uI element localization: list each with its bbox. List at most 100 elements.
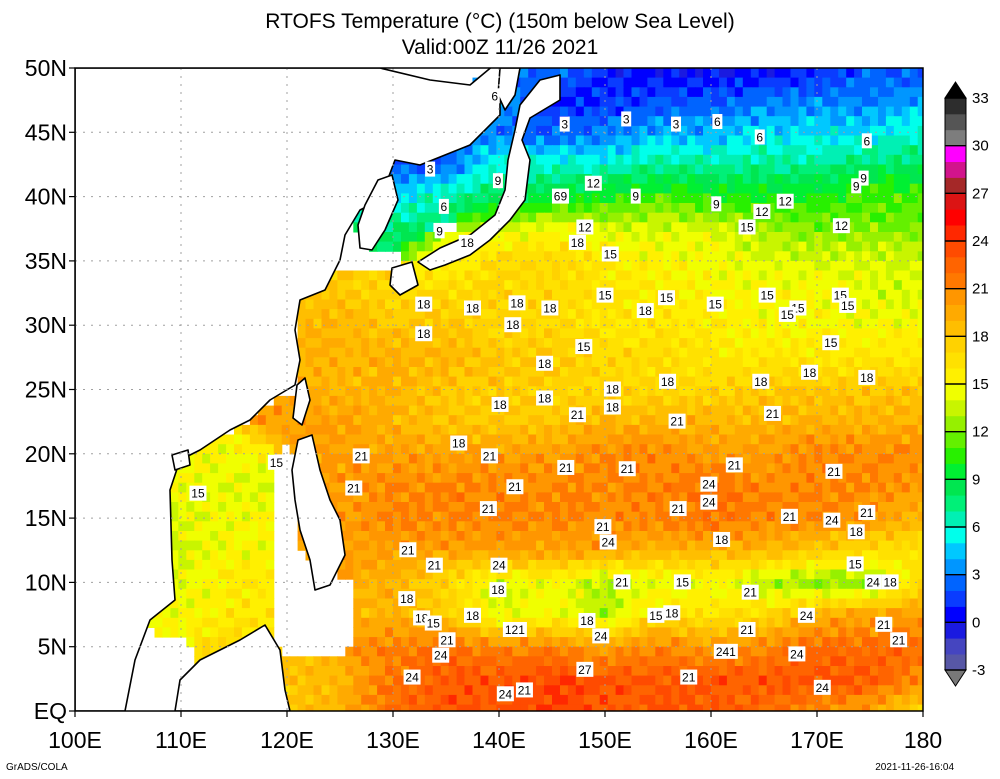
field-cell [170, 492, 179, 503]
field-cell [790, 183, 800, 194]
field-cell [321, 444, 330, 455]
field-cell [901, 434, 911, 445]
field-cell [567, 511, 577, 522]
field-cell [774, 482, 784, 493]
field-cell [552, 260, 561, 272]
field-cell [575, 77, 585, 88]
field-cell [830, 569, 839, 580]
field-cell [401, 656, 410, 667]
field-cell [663, 444, 672, 455]
field-cell [774, 367, 784, 378]
field-cell [512, 608, 521, 619]
field-cell [854, 145, 863, 156]
field-cell [639, 77, 649, 88]
field-cell [814, 87, 823, 98]
field-cell [679, 540, 688, 551]
field-cell [695, 511, 704, 522]
field-cell [671, 241, 680, 252]
field-cell [806, 521, 815, 532]
field-cell [393, 617, 402, 628]
field-cell [719, 270, 728, 281]
field-cell [560, 646, 569, 657]
field-cell [456, 424, 466, 436]
field-cell [806, 579, 815, 590]
field-cell [615, 96, 625, 108]
field-cell [766, 656, 776, 667]
field-cell [909, 328, 919, 339]
field-cell [544, 502, 553, 513]
field-cell [361, 376, 370, 387]
field-cell [544, 174, 553, 185]
field-cell [329, 482, 338, 493]
field-cell [329, 386, 338, 397]
field-cell [647, 656, 656, 667]
field-cell [766, 598, 776, 609]
field-cell [830, 395, 839, 407]
field-cell [337, 511, 346, 522]
field-cell [520, 453, 529, 464]
field-cell [552, 395, 561, 407]
field-cell [870, 617, 879, 628]
field-cell [432, 309, 442, 320]
field-cell [536, 116, 545, 127]
field-cell [226, 608, 235, 619]
field-cell [544, 116, 553, 127]
field-cell [281, 415, 291, 426]
field-cell [472, 482, 482, 493]
field-cell [424, 579, 434, 590]
field-cell [329, 318, 338, 329]
field-cell [790, 434, 800, 445]
field-cell [361, 579, 370, 590]
field-cell [782, 444, 792, 455]
field-cell [655, 116, 664, 127]
field-cell [639, 347, 649, 358]
field-cell [496, 540, 505, 551]
field-cell [878, 174, 887, 185]
field-cell [671, 68, 680, 79]
field-cell [671, 318, 680, 329]
field-cell [567, 222, 577, 233]
field-cell [782, 251, 792, 262]
field-cell [758, 424, 768, 436]
field-cell [448, 569, 458, 580]
field-cell [870, 193, 879, 204]
field-cell [862, 540, 871, 551]
field-cell [830, 376, 839, 387]
field-cell [663, 579, 672, 590]
field-cell [297, 309, 307, 320]
field-cell [742, 453, 752, 464]
field-cell [480, 318, 489, 329]
field-cell [552, 598, 561, 609]
field-cell [878, 656, 887, 667]
field-cell [838, 193, 847, 204]
field-cell [488, 203, 497, 214]
field-cell [846, 164, 855, 175]
field-cell [488, 550, 497, 561]
field-cell [885, 164, 895, 175]
field-cell [893, 106, 903, 117]
field-cell [599, 174, 609, 185]
field-cell [297, 299, 307, 310]
field-cell [416, 550, 426, 561]
field-cell [750, 280, 760, 291]
field-cell [202, 646, 211, 657]
field-cell [369, 270, 378, 281]
field-cell [472, 347, 482, 358]
field-cell [893, 482, 903, 493]
field-cell [401, 289, 410, 300]
field-cell [719, 77, 728, 88]
field-cell [822, 540, 831, 551]
field-cell [607, 550, 617, 561]
field-cell [742, 164, 752, 175]
field-cell [917, 212, 923, 223]
field-cell [464, 511, 474, 522]
field-cell [464, 164, 474, 175]
field-cell [440, 318, 450, 329]
field-cell [615, 482, 625, 493]
field-cell [512, 473, 521, 484]
field-cell [647, 444, 656, 455]
field-cell [846, 463, 855, 474]
field-cell [194, 511, 203, 522]
field-cell [440, 521, 450, 532]
field-cell [703, 405, 712, 416]
